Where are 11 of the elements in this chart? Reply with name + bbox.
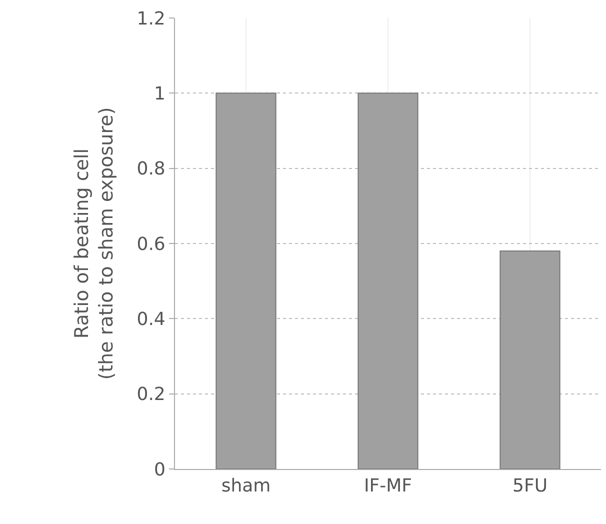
y-axis-title: Ratio of beating cell (the ratio to sham exposure) [70,107,118,380]
y-tick-label: 1 [154,83,166,104]
y-tick-label: 0.8 [136,158,166,180]
x-tick-label: sham [221,476,271,497]
y-tick-label: 0 [154,459,166,480]
y-tick-label: 0.2 [136,384,166,406]
y-tick-label: 1.2 [136,8,166,30]
x-tick-label: IF-MF [364,476,412,497]
y-tick-label: 0.4 [136,308,166,330]
x-tick-label: 5FU [512,476,548,497]
y-tick-label: 0.6 [136,234,166,255]
